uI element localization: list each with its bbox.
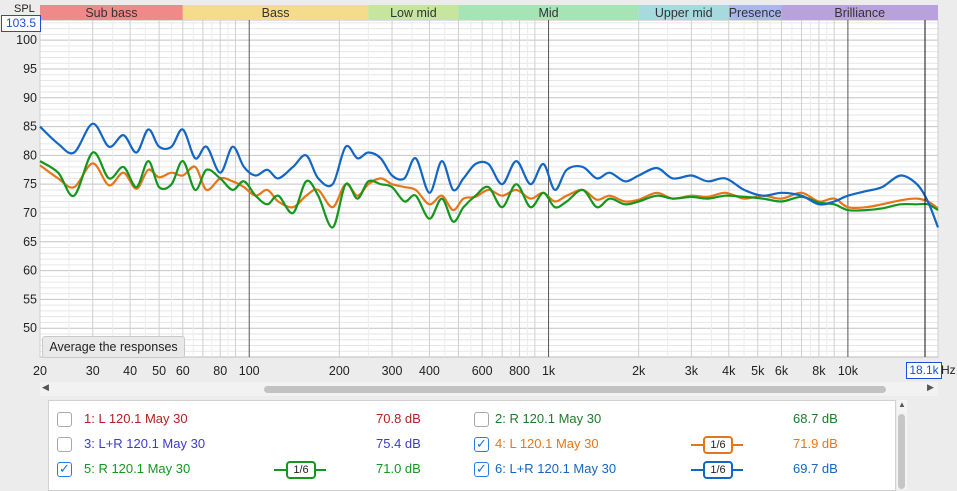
scroll-left-arrow-icon[interactable]: ◀: [42, 382, 49, 392]
x-tick-label: 6k: [775, 364, 789, 378]
x-tick-label: 100: [239, 364, 260, 378]
measurement-4-smoothing-control[interactable]: 1/6: [691, 436, 743, 454]
measurement-2-value: 68.7 dB: [793, 411, 838, 426]
measurement-5-label: 5: R 120.1 May 30: [84, 461, 191, 476]
x-tick-label: 5k: [751, 364, 765, 378]
measurement-4-value: 71.9 dB: [793, 436, 838, 451]
band-3: [458, 5, 639, 20]
measurement-4-label: 4: L 120.1 May 30: [495, 436, 599, 451]
measurement-3-checkbox[interactable]: [57, 437, 72, 452]
series-line-5: [39, 151, 939, 229]
legend-vertical-scrollbar[interactable]: ▲: [897, 400, 907, 489]
x-tick-label: 3k: [685, 364, 699, 378]
measurement-2-label: 2: R 120.1 May 30: [495, 411, 602, 426]
measurement-6-smoothing[interactable]: 1/6: [703, 461, 733, 479]
scroll-right-arrow-icon[interactable]: ▶: [927, 382, 934, 392]
frequency-cursor-readout[interactable]: 18.1k: [906, 362, 942, 379]
series-layer: [39, 122, 940, 229]
band-label-6: Brilliance: [834, 6, 885, 20]
band-0: [40, 5, 183, 20]
measurement-6-label: 6: L+R 120.1 May 30: [495, 461, 617, 476]
band-6: [781, 5, 938, 20]
x-tick-label: 40: [123, 364, 137, 378]
band-label-1: Bass: [262, 6, 290, 20]
measurement-6-value: 69.7 dB: [793, 461, 838, 476]
band-label-2: Low mid: [390, 6, 437, 20]
horizontal-scrollbar[interactable]: ◀ ▶: [40, 382, 938, 396]
measurement-5-value: 71.0 dB: [376, 461, 421, 476]
y-tick-label: 55: [23, 292, 37, 306]
x-tick-label: 800: [509, 364, 530, 378]
y-tick-label: 70: [23, 206, 37, 220]
spl-max-field[interactable]: 103.5: [1, 15, 41, 32]
x-tick-label: 30: [86, 364, 100, 378]
y-tick-label: 60: [23, 264, 37, 278]
band-5: [728, 5, 782, 20]
frequency-band-strip: Sub bass Bass Low mid Mid Upper mid Presence B…: [40, 5, 938, 20]
series-line-4: [39, 162, 939, 212]
x-tick-label: 1k: [542, 364, 556, 378]
band-label-4: Upper mid: [655, 6, 713, 20]
measurement-1-value: 70.8 dB: [376, 411, 421, 426]
measurement-5-smoothing-control[interactable]: 1/6: [274, 461, 326, 479]
frequency-response-chart[interactable]: Sub bass Bass Low mid Mid Upper mid Presence B…: [0, 0, 957, 382]
measurement-1-checkbox[interactable]: [57, 412, 72, 427]
y-tick-label: 100: [16, 33, 37, 47]
x-tick-label: 200: [329, 364, 350, 378]
series-line-6: [39, 122, 940, 228]
x-tick-label: 60: [176, 364, 190, 378]
x-tick-label: 4k: [722, 364, 736, 378]
y-tick-label: 90: [23, 91, 37, 105]
chart-grid: [39, 20, 939, 357]
x-tick-label: 8k: [812, 364, 826, 378]
y-tick-label: 50: [23, 321, 37, 335]
x-tick-label: 300: [382, 364, 403, 378]
band-label-3: Mid: [538, 6, 558, 20]
y-tick-label: 75: [23, 177, 37, 191]
y-axis-ticks: 100 95 90 85 80 75 70 65 60 55 50: [16, 33, 37, 335]
band-1: [182, 5, 369, 20]
band-label-5: Presence: [729, 6, 782, 20]
measurement-1-label: 1: L 120.1 May 30: [84, 411, 188, 426]
band-label-0: Sub bass: [85, 6, 137, 20]
measurement-4-checkbox[interactable]: [474, 434, 489, 454]
measurement-5-smoothing[interactable]: 1/6: [286, 461, 316, 479]
y-tick-label: 80: [23, 148, 37, 162]
measurement-2-checkbox[interactable]: [474, 412, 489, 427]
x-tick-label: 80: [213, 364, 227, 378]
band-2: [368, 5, 459, 20]
y-tick-label: 85: [23, 120, 37, 134]
x-tick-label: 10k: [838, 364, 859, 378]
average-responses-button[interactable]: Average the responses: [42, 336, 185, 358]
measurement-3-label: 3: L+R 120.1 May 30: [84, 436, 206, 451]
x-tick-label: 400: [419, 364, 440, 378]
x-tick-label: 2k: [632, 364, 646, 378]
horizontal-scroll-thumb[interactable]: [264, 386, 886, 393]
measurement-4-smoothing[interactable]: 1/6: [703, 436, 733, 454]
x-axis-ticks: 20 30 40 50 60 80 100 200 300 400 600 800 1k 2k 3k 4k 5k…: [33, 364, 859, 378]
band-4: [638, 5, 729, 20]
measurement-legend-panel: 1: L 120.1 May 30 70.8 dB 2: R 120.1 May…: [48, 400, 896, 491]
measurement-6-smoothing-control[interactable]: 1/6: [691, 461, 743, 479]
measurement-3-value: 75.4 dB: [376, 436, 421, 451]
legend-scroll-thumb[interactable]: [898, 414, 905, 489]
frequency-axis-unit: Hz: [941, 363, 956, 377]
spl-axis-unit: SPL: [14, 3, 35, 15]
y-tick-label: 65: [23, 235, 37, 249]
measurement-5-checkbox[interactable]: [57, 459, 72, 479]
scroll-up-arrow-icon[interactable]: ▲: [898, 400, 906, 409]
x-tick-label: 600: [472, 364, 493, 378]
x-tick-label: 20: [33, 364, 47, 378]
y-tick-label: 95: [23, 62, 37, 76]
measurement-6-checkbox[interactable]: [474, 459, 489, 479]
x-tick-label: 50: [152, 364, 166, 378]
